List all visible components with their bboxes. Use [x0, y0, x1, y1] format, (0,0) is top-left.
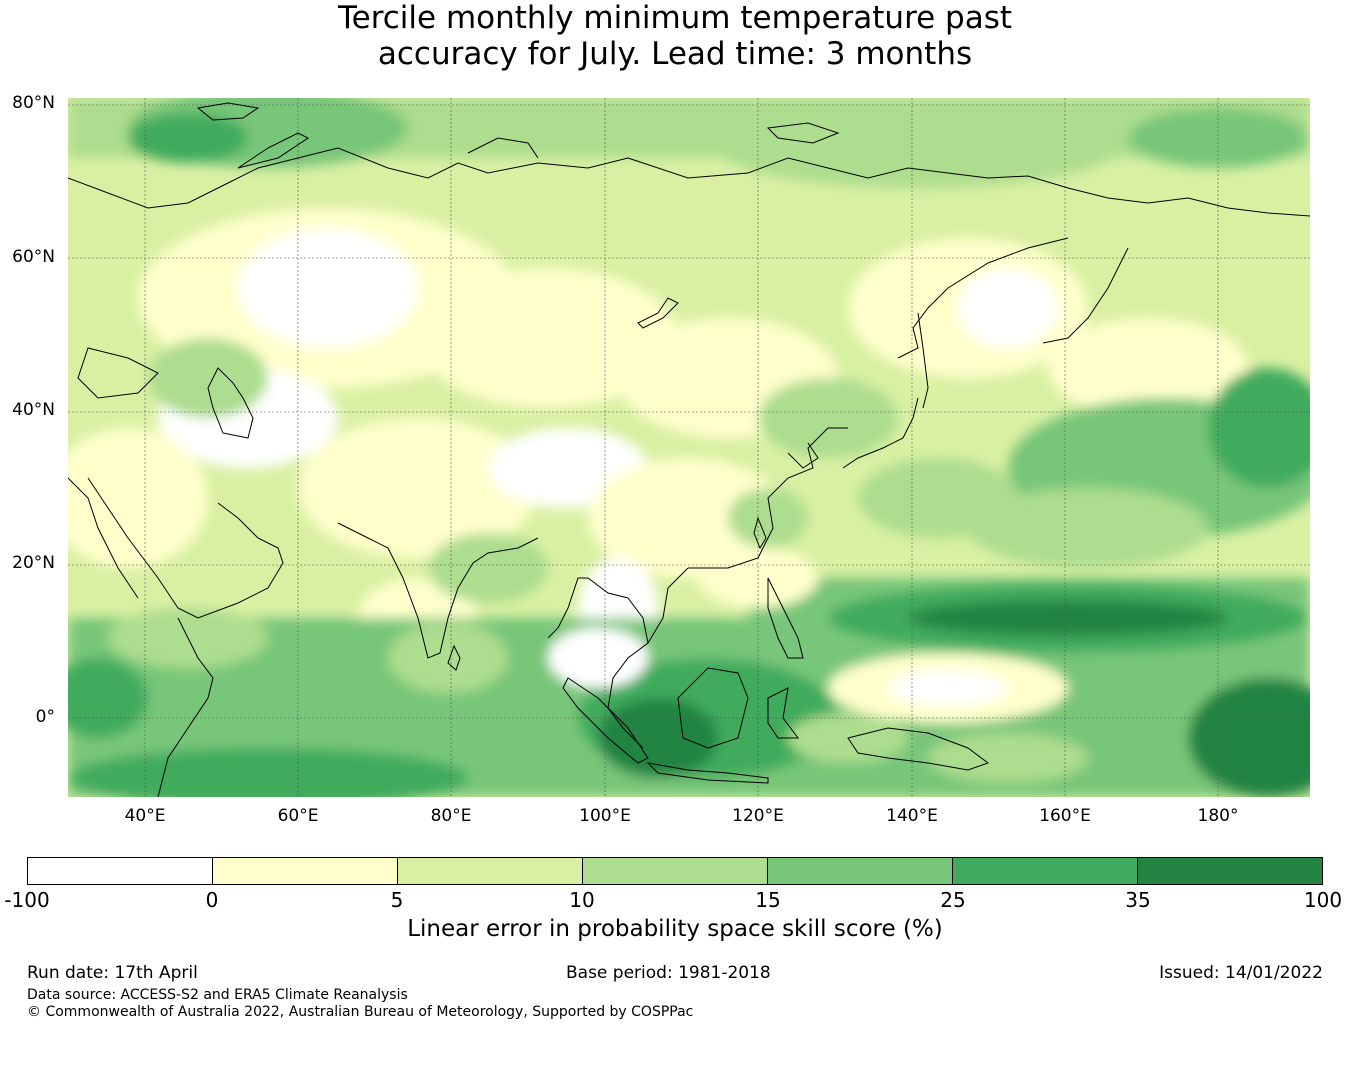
lon-label-40e: 40°E — [124, 806, 166, 826]
map-canvas — [68, 98, 1310, 797]
map-title: Tercile monthly minimum temperature past… — [0, 0, 1350, 72]
colorbar-segment-1 — [28, 858, 213, 884]
title-line-2: accuracy for July. Lead time: 3 months — [377, 36, 973, 72]
coastlines — [68, 102, 1310, 797]
colorbar-segment-3 — [398, 858, 583, 884]
base-period: Base period: 1981-2018 — [566, 963, 771, 983]
lon-label-100e: 100°E — [579, 806, 631, 826]
colorbar-tick-label: 35 — [1125, 888, 1151, 912]
colorbar-segment-4 — [583, 858, 768, 884]
colorbar-segment-5 — [768, 858, 953, 884]
lon-label-140e: 140°E — [886, 806, 938, 826]
colorbar-segment-6 — [953, 858, 1138, 884]
colorbar-segment-2 — [213, 858, 398, 884]
lon-label-60e: 60°E — [277, 806, 319, 826]
data-source: Data source: ACCESS-S2 and ERA5 Climate … — [27, 987, 408, 1003]
colorbar-tick-label: 10 — [569, 888, 595, 912]
title-line-1: Tercile monthly minimum temperature past — [337, 0, 1013, 36]
lat-label-80n: 80°N — [12, 93, 55, 113]
run-date: Run date: 17th April — [27, 963, 198, 983]
skill-score-map — [68, 98, 1310, 797]
map-gridlines — [68, 98, 1310, 797]
colorbar-label: Linear error in probability space skill … — [407, 916, 943, 942]
colorbar-tick-label: 5 — [390, 888, 404, 912]
lat-label-40n: 40°N — [12, 400, 55, 420]
lat-label-0: 0° — [35, 707, 55, 727]
colorbar-tick-label: -100 — [4, 888, 50, 912]
lon-label-180: 180° — [1197, 806, 1239, 826]
lon-label-120e: 120°E — [732, 806, 784, 826]
colorbar-tick-label: 15 — [755, 888, 781, 912]
colorbar-tick-label: 25 — [940, 888, 966, 912]
lat-label-60n: 60°N — [12, 247, 55, 267]
lon-label-160e: 160°E — [1039, 806, 1091, 826]
colorbar-tick-label: 0 — [205, 888, 219, 912]
colorbar-tick-label: 100 — [1303, 888, 1343, 912]
skill-fields — [68, 98, 1310, 797]
colorbar — [27, 857, 1323, 885]
colorbar-segment-7 — [1138, 858, 1322, 884]
copyright: © Commonwealth of Australia 2022, Austra… — [27, 1004, 694, 1020]
lat-label-20n: 20°N — [12, 553, 55, 573]
issued-date: Issued: 14/01/2022 — [1159, 963, 1323, 983]
lon-label-80e: 80°E — [430, 806, 472, 826]
